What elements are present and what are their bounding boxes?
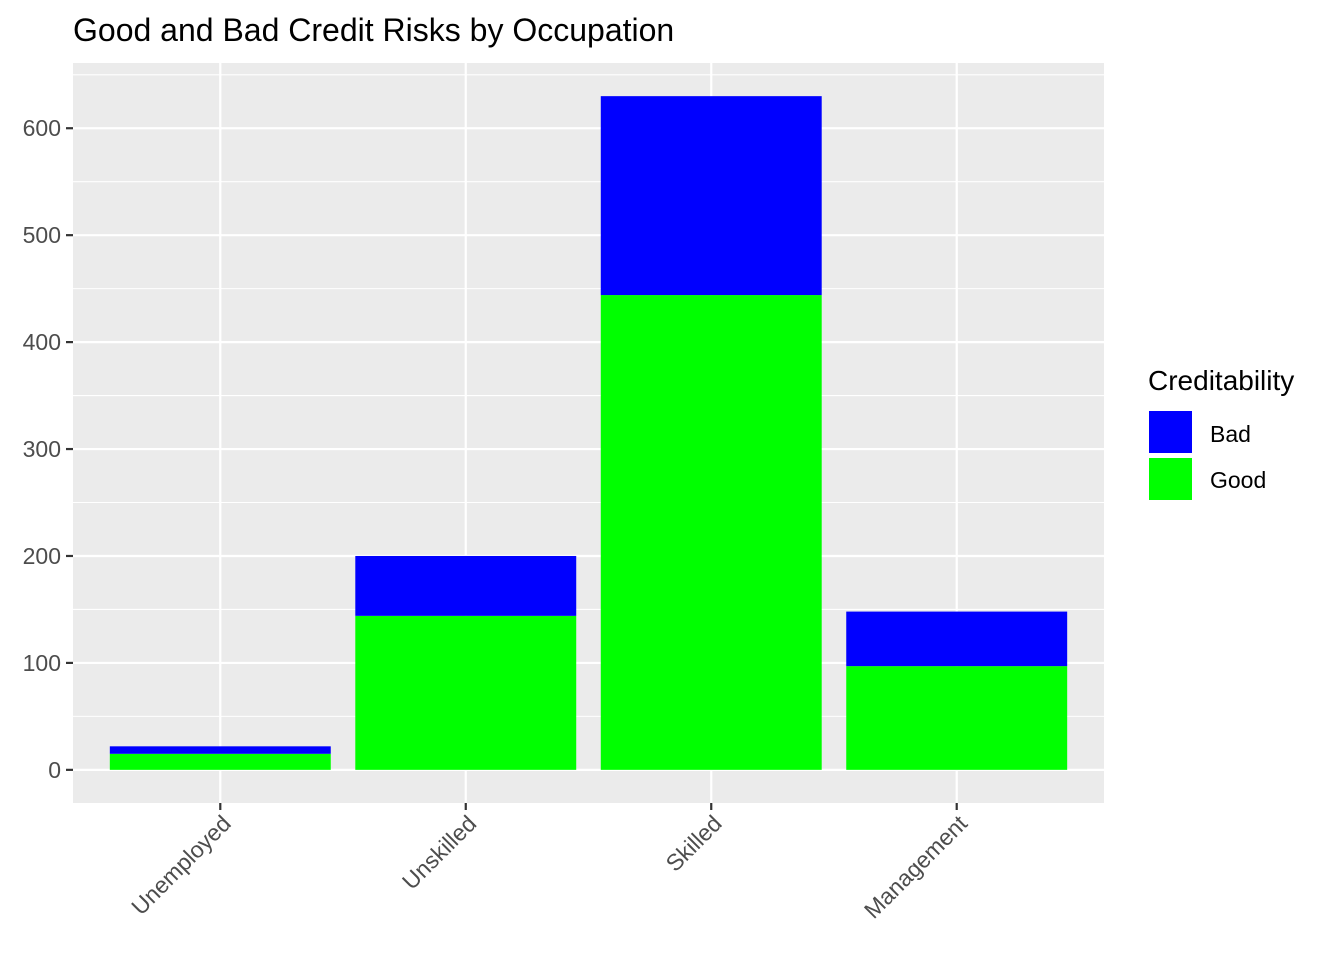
x-tick-label: Management [859, 810, 973, 924]
y-tick-label: 500 [23, 222, 61, 248]
legend-label-good: Good [1210, 467, 1266, 493]
y-tick-label: 300 [23, 436, 61, 462]
bar-good-unskilled [355, 615, 577, 770]
legend-key-bad [1149, 411, 1192, 453]
bar-bad-unskilled [355, 555, 577, 616]
y-tick-label: 0 [48, 757, 61, 783]
bar-good-management [846, 666, 1068, 770]
bar-bad-unemployed [109, 746, 331, 754]
bar-good-skilled [600, 295, 822, 770]
bar-bad-management [846, 611, 1068, 667]
y-tick-label: 200 [23, 543, 61, 569]
x-tick-label: Skilled [660, 810, 726, 876]
legend: Creditability Bad Good [1148, 365, 1294, 500]
bar-bad-skilled [600, 96, 822, 296]
x-tick-label: Unemployed [126, 810, 236, 920]
chart-title: Good and Bad Credit Risks by Occupation [73, 12, 674, 48]
y-tick-label: 400 [23, 329, 61, 355]
y-tick-label: 100 [23, 650, 61, 676]
bar-good-unemployed [109, 753, 331, 770]
legend-title: Creditability [1148, 365, 1294, 396]
x-tick-label: Unskilled [397, 810, 481, 894]
legend-key-good [1149, 458, 1192, 500]
bars [109, 96, 1068, 770]
legend-label-bad: Bad [1210, 421, 1251, 447]
y-tick-label: 600 [23, 115, 61, 141]
